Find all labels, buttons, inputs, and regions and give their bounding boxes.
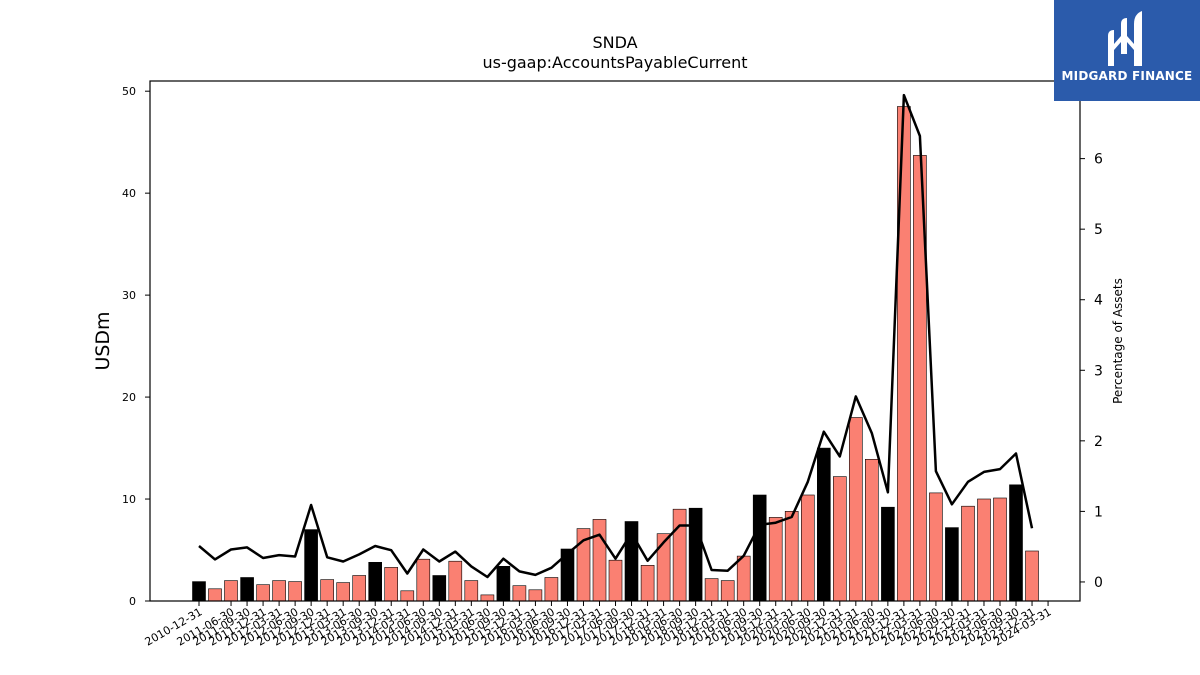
y2-tick-label: 4 — [1094, 293, 1103, 309]
y2-tick-label: 6 — [1094, 152, 1103, 168]
chart-title: SNDA — [592, 33, 637, 52]
brand-logo: MIDGARD FINANCE — [1054, 0, 1200, 101]
y-axis-label: USDm — [92, 311, 114, 370]
y-tick-label: 50 — [122, 85, 136, 98]
bar-2010-12-31 — [192, 581, 206, 602]
y-tick-label: 10 — [122, 493, 136, 506]
bar-2011-06-30 — [224, 580, 238, 602]
bar-2018-09-30 — [688, 507, 703, 602]
bar-2012-12-31 — [320, 579, 335, 602]
bar-2011-12-31 — [256, 584, 270, 602]
bar-2023-03-31 — [977, 498, 991, 602]
bar-2014-06-30 — [416, 558, 431, 602]
bar-2014-03-31 — [400, 590, 415, 602]
bar-2017-12-31 — [640, 564, 655, 602]
bar-2022-12-31 — [961, 505, 975, 602]
bar-2013-06-30 — [352, 575, 367, 602]
y2-tick-label: 3 — [1094, 363, 1103, 379]
y2-tick-label: 0 — [1094, 575, 1103, 591]
bar-2021-03-31 — [848, 417, 863, 602]
bar-2020-12-31 — [832, 476, 847, 602]
y2-tick-label: 5 — [1094, 222, 1103, 238]
percentage-line — [198, 93, 1034, 579]
y2-tick-label: 1 — [1094, 504, 1103, 520]
bar-2021-06-30 — [864, 458, 879, 602]
bar-2015-09-30 — [496, 565, 511, 602]
bar-2022-09-30 — [945, 527, 959, 602]
bar-2018-06-30 — [672, 508, 687, 602]
bar-2013-12-31 — [384, 567, 399, 602]
bar-2020-03-31 — [784, 510, 799, 602]
bar-2022-06-30 — [929, 492, 943, 602]
bar-2019-12-31 — [768, 517, 783, 602]
plot-frame — [149, 80, 1081, 602]
y2-axis-label: Percentage of Assets — [1111, 278, 1125, 404]
bar-2019-06-30 — [736, 555, 751, 602]
bar-2014-09-30 — [432, 575, 447, 602]
brand-name: MIDGARD FINANCE — [1061, 69, 1193, 83]
bar-2013-03-31 — [336, 582, 351, 602]
bar-2020-06-30 — [800, 494, 815, 602]
bar-2014-12-31 — [448, 560, 463, 602]
bar-2012-09-30 — [304, 529, 318, 602]
line-layer — [198, 93, 1034, 579]
bar-2011-03-31 — [208, 588, 222, 602]
bar-2013-09-30 — [368, 561, 383, 602]
bar-2023-06-30 — [993, 497, 1007, 602]
bar-2015-06-30 — [480, 594, 495, 602]
bar-2020-09-30 — [816, 447, 831, 602]
bar-2012-03-31 — [272, 580, 286, 602]
bar-2017-06-30 — [608, 559, 623, 602]
y-tick-label: 30 — [122, 289, 136, 302]
bar-2019-09-30 — [752, 494, 767, 602]
chart-subtitle: us-gaap:AccountsPayableCurrent — [482, 53, 747, 72]
bar-2016-03-31 — [528, 589, 543, 602]
bar-2021-09-30 — [881, 506, 895, 602]
bar-2023-12-31 — [1025, 550, 1039, 602]
y2-tick-label: 2 — [1094, 434, 1103, 450]
bar-2011-09-30 — [240, 577, 254, 602]
midgard-logo-icon — [1108, 11, 1142, 66]
bars-layer — [192, 106, 1039, 602]
bar-2019-03-31 — [720, 580, 735, 602]
bar-2018-12-31 — [704, 578, 719, 602]
bar-2012-06-30 — [288, 581, 302, 602]
bar-2016-06-30 — [544, 577, 559, 602]
bar-2023-09-30 — [1009, 484, 1023, 602]
y-tick-label: 0 — [129, 595, 136, 608]
bar-2017-03-31 — [592, 519, 607, 602]
y-tick-label: 40 — [122, 187, 136, 200]
bar-2015-03-31 — [464, 580, 479, 602]
bar-2015-12-31 — [512, 585, 527, 602]
axes-layer: 0102030405001234562010-12-312011-06-3020… — [122, 80, 1103, 649]
y-tick-label: 20 — [122, 391, 136, 404]
